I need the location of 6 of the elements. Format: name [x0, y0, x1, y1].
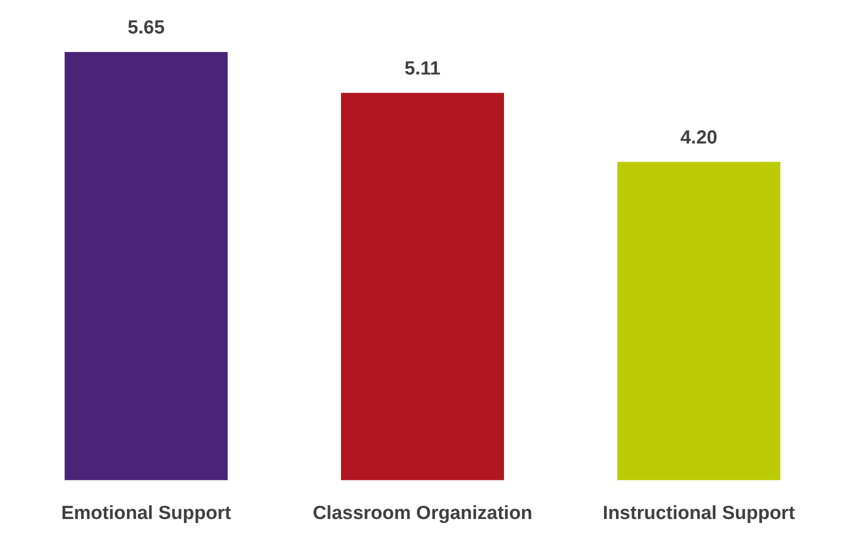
- x-tick-label: Emotional Support: [61, 502, 232, 524]
- data-label: 4.20: [680, 128, 718, 149]
- data-label: 5.65: [128, 18, 166, 39]
- x-tick-label: Classroom Organization: [312, 502, 532, 524]
- x-tick-label: Instructional Support: [602, 502, 796, 524]
- data-label: 5.11: [404, 58, 441, 80]
